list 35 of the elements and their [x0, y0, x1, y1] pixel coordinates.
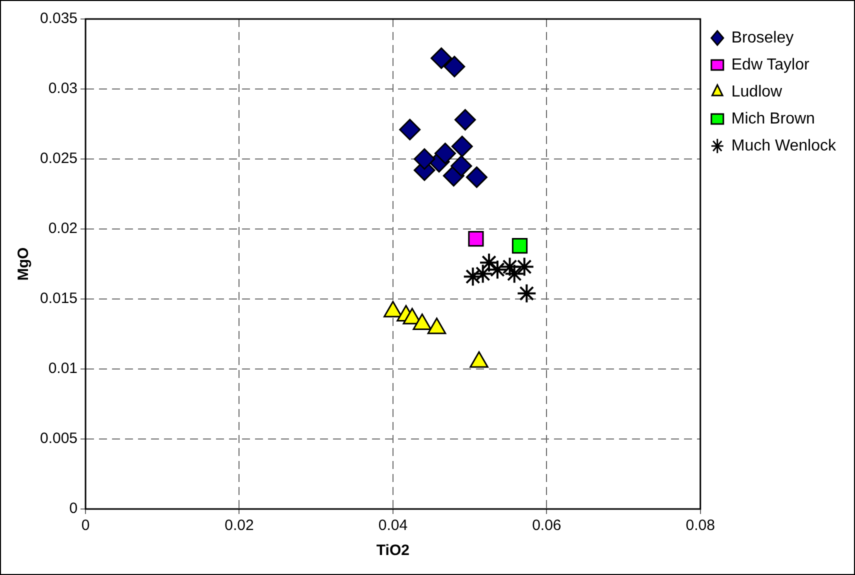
point — [514, 256, 534, 277]
y-tick-label: 0.015 — [40, 290, 78, 308]
legend-label: Mich Brown — [731, 110, 815, 128]
point — [468, 230, 484, 247]
point — [450, 155, 472, 177]
x-axis-title: TiO2 — [376, 542, 410, 560]
legend-label: Edw Taylor — [731, 56, 810, 74]
legend-label: Broseley — [731, 29, 794, 46]
point — [444, 56, 466, 78]
y-tick-label: 0.025 — [40, 150, 78, 168]
point — [414, 148, 436, 170]
y-tick-label: 0.02 — [48, 220, 78, 238]
y-tick-label: 0.01 — [48, 360, 78, 378]
point — [399, 118, 421, 140]
legend-label: Much Wenlock — [731, 137, 837, 154]
y-tick-label: 0.035 — [40, 10, 78, 28]
x-tick-label: 0.08 — [686, 517, 715, 534]
point — [516, 283, 537, 304]
point — [466, 166, 488, 188]
x-tick-label: 0.04 — [378, 517, 408, 534]
point — [512, 238, 528, 254]
y-tick-label: 0 — [69, 500, 78, 518]
point — [454, 109, 476, 131]
point — [472, 264, 493, 284]
point — [430, 47, 452, 69]
legend-label: Ludlow — [731, 83, 783, 100]
point — [462, 266, 483, 287]
x-tick-label: 0.02 — [224, 517, 254, 534]
y-axis-title: MgO — [15, 247, 32, 281]
point — [451, 136, 473, 158]
y-tick-label: 0.03 — [48, 80, 78, 98]
point — [434, 142, 456, 164]
x-tick-label: 0.06 — [532, 517, 562, 534]
y-tick-label: 0.005 — [40, 430, 78, 448]
x-tick-label: 0 — [81, 517, 90, 534]
